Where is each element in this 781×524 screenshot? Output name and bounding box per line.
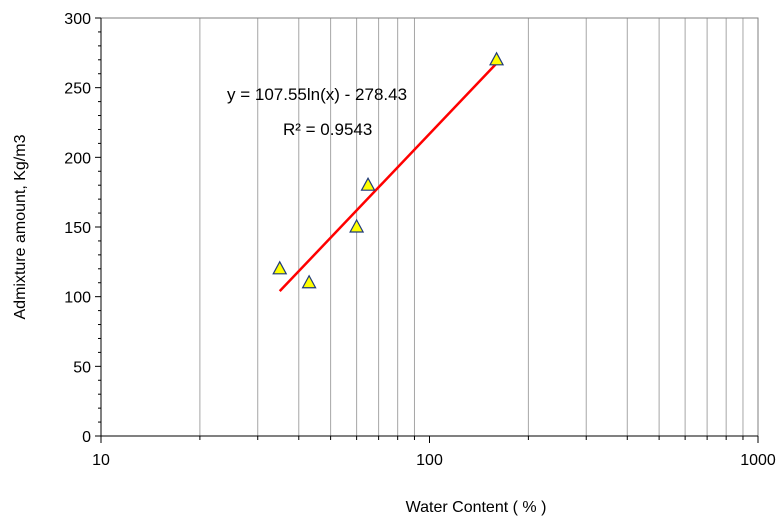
- y-tick-label: 50: [73, 359, 91, 376]
- x-axis-title: Water Content ( % ): [406, 499, 547, 516]
- data-point-triangle: [360, 176, 376, 191]
- y-tick-label: 150: [64, 220, 91, 237]
- grid-lines: [199, 18, 744, 436]
- trendline: [278, 62, 498, 293]
- y-tick-label: 0: [82, 429, 91, 446]
- x-tick-label: 1000: [740, 452, 776, 469]
- data-point-triangle: [301, 274, 317, 289]
- trendline-equation: y = 107.55ln(x) - 278.43: [227, 85, 407, 104]
- y-tick-label: 200: [64, 150, 91, 167]
- trendline-r-squared: R² = 0.9543: [283, 120, 372, 139]
- y-axis-title: Admixture amount, Kg/m3: [12, 134, 29, 319]
- y-axis: 0 50 100 150 200 250 300: [64, 11, 102, 446]
- data-point-triangle: [349, 218, 365, 233]
- x-tick-label: 10: [92, 452, 110, 469]
- y-tick-label: 100: [64, 290, 91, 307]
- x-axis: 10 100 1000: [92, 435, 776, 469]
- trendline-line: [278, 62, 498, 293]
- data-points: [272, 51, 505, 289]
- data-point-triangle: [272, 260, 288, 275]
- y-tick-label: 300: [64, 11, 91, 28]
- x-tick-label: 100: [416, 452, 443, 469]
- y-tick-label: 250: [64, 81, 91, 98]
- data-point-triangle: [489, 51, 505, 66]
